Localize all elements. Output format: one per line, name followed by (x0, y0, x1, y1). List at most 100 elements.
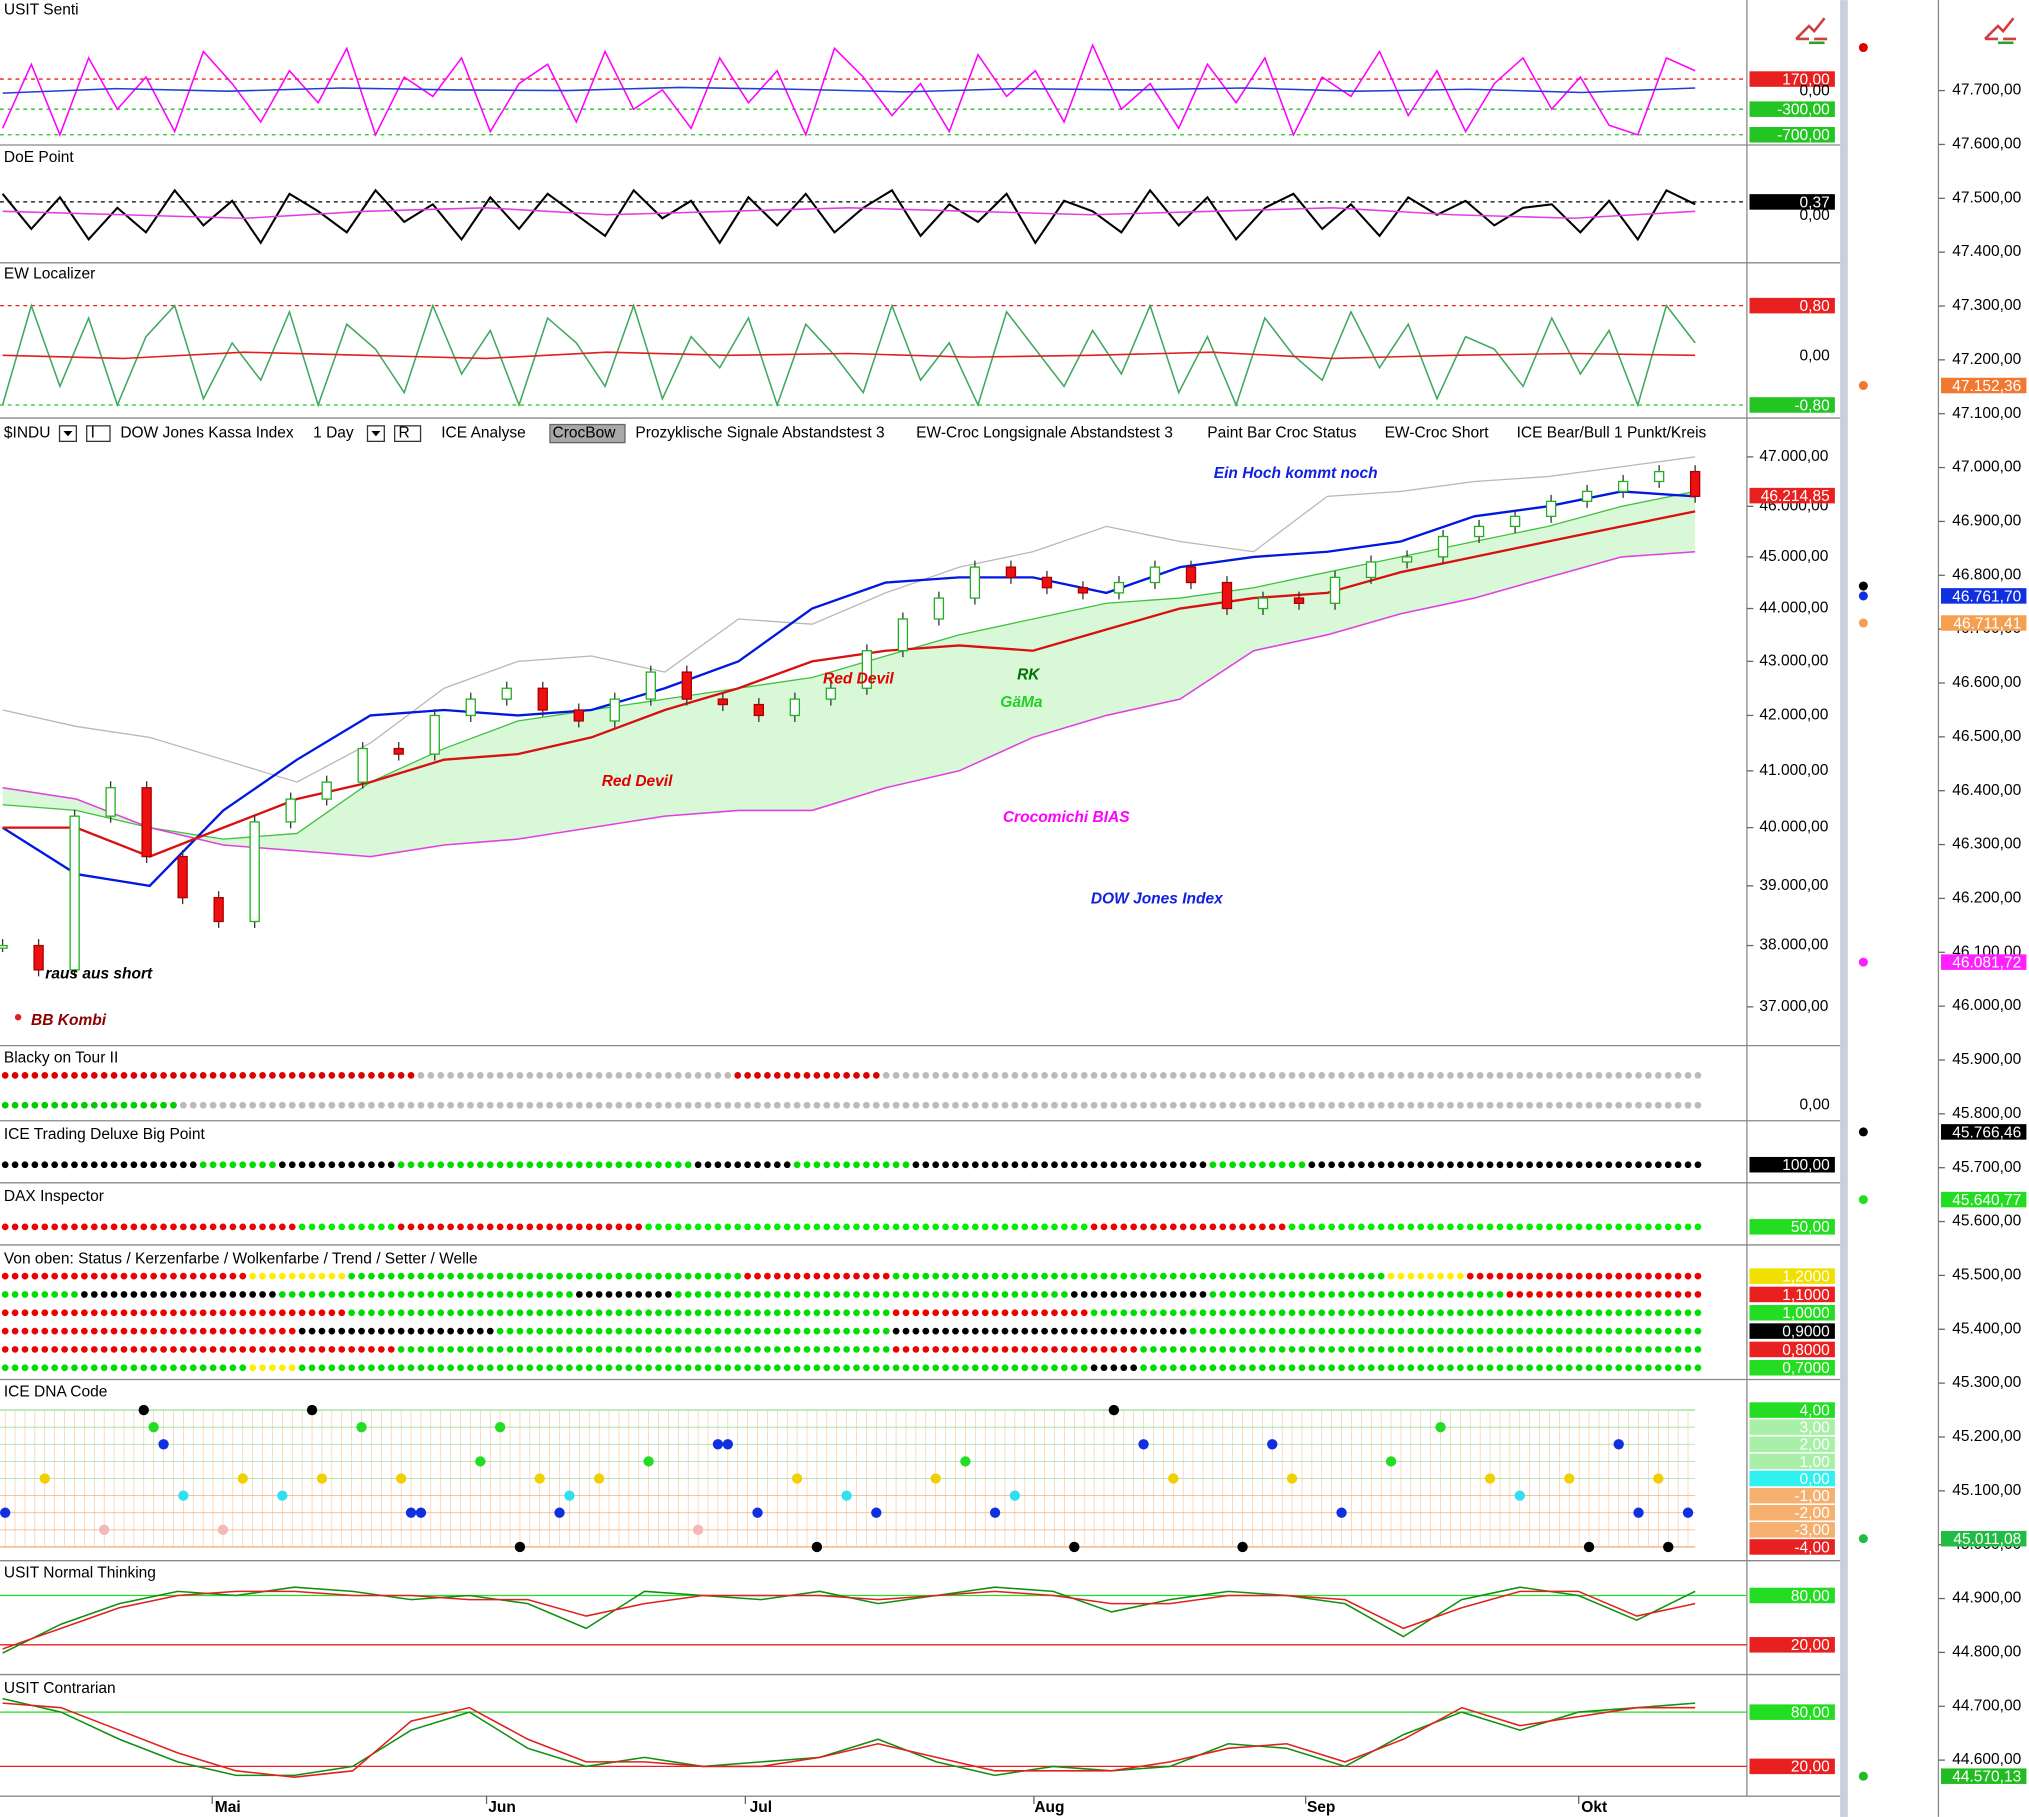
dna-dot (722, 1439, 733, 1450)
signal-dot (476, 1309, 484, 1317)
indicator-item[interactable]: CrocBow (553, 425, 617, 442)
indicator-item[interactable]: EW-Croc Short (1385, 425, 1490, 442)
dropdown[interactable] (86, 425, 111, 443)
signal-dot (1249, 1272, 1256, 1280)
signal-dot (1367, 1072, 1375, 1079)
signal-dot (189, 1327, 197, 1335)
candle (249, 821, 260, 923)
indicator-item[interactable]: Paint Bar Croc Status (1207, 425, 1356, 442)
signal-dot (41, 1364, 49, 1372)
signal-dot (1288, 1364, 1296, 1372)
signal-dot (1, 1072, 9, 1079)
signal-dot (1466, 1364, 1474, 1372)
indicator-item[interactable]: ICE Bear/Bull 1 Punkt/Kreis (1517, 425, 1707, 442)
signal-dot (1615, 1309, 1623, 1317)
signal-dot (486, 1327, 494, 1335)
tool-icon[interactable] (1795, 17, 1828, 45)
signal-dot (71, 1072, 78, 1079)
y-tick-label: 45.900,00 (1952, 1051, 2021, 1068)
signal-dot (536, 1364, 544, 1372)
marker (1858, 581, 1868, 591)
signal-dot (694, 1101, 702, 1109)
signal-dot (754, 1272, 761, 1280)
signal-dot (209, 1072, 217, 1079)
signal-dot (328, 1223, 336, 1231)
signal-dot (298, 1291, 306, 1298)
signal-dot (81, 1327, 88, 1335)
signal-dot (1140, 1072, 1147, 1079)
signal-dot (21, 1364, 29, 1372)
signal-dot (971, 1364, 979, 1372)
candle (1509, 515, 1521, 528)
candle (1221, 581, 1233, 610)
marker (1858, 1534, 1868, 1544)
signal-dot (932, 1272, 940, 1280)
value-badge (1749, 1470, 1835, 1487)
signal-dot (288, 1272, 296, 1280)
signal-dot (674, 1309, 682, 1317)
signal-dot (1110, 1223, 1118, 1231)
signal-dot (1080, 1101, 1088, 1109)
signal-dot (892, 1223, 900, 1231)
signal-dot (783, 1364, 791, 1372)
signal-dot (991, 1223, 999, 1231)
signal-dot (922, 1272, 930, 1280)
signal-dot (1486, 1223, 1494, 1231)
signal-dot (1407, 1272, 1415, 1280)
signal-dot (665, 1327, 672, 1335)
signal-dot (605, 1161, 613, 1169)
signal-dot (843, 1161, 850, 1169)
marker (1858, 1771, 1868, 1781)
signal-dot (1348, 1101, 1355, 1109)
signal-dot (932, 1223, 940, 1231)
signal-dot (427, 1346, 435, 1353)
value-badge (1749, 1305, 1835, 1321)
signal-dot (259, 1291, 266, 1298)
signal-dot (1397, 1161, 1405, 1169)
signal-dot (179, 1101, 187, 1109)
signal-dot (437, 1161, 445, 1169)
signal-dot (447, 1346, 455, 1353)
signal-dot (1595, 1291, 1603, 1298)
signal-dot (1486, 1309, 1494, 1317)
signal-dot (892, 1364, 900, 1372)
signal-dot (239, 1101, 247, 1109)
signal-dot (952, 1101, 959, 1109)
signal-dot (843, 1223, 850, 1231)
dropdown[interactable] (394, 425, 422, 443)
signal-dot (1397, 1309, 1405, 1317)
signal-dot (843, 1101, 850, 1109)
signal-dot (1635, 1101, 1642, 1109)
signal-dot (1249, 1161, 1256, 1169)
signal-dot (1338, 1161, 1345, 1169)
signal-dot (1278, 1346, 1286, 1353)
indicator-item[interactable]: EW-Croc Longsignale Abstandstest 3 (916, 425, 1173, 442)
signal-dot (1615, 1364, 1623, 1372)
signal-dot (328, 1364, 336, 1372)
signal-dot (407, 1223, 415, 1231)
signal-dot (1031, 1161, 1039, 1169)
signal-dot (1199, 1272, 1207, 1280)
signal-dot (734, 1161, 742, 1169)
signal-dot (635, 1346, 643, 1353)
signal-dot (189, 1309, 197, 1317)
signal-dot (833, 1223, 841, 1231)
signal-dot (813, 1072, 821, 1079)
signal-dot (1130, 1346, 1138, 1353)
signal-dot (269, 1101, 276, 1109)
tool-icon[interactable] (1984, 17, 2017, 45)
signal-dot (1011, 1291, 1019, 1298)
value-badge (1749, 1436, 1835, 1453)
signal-dot (744, 1161, 751, 1169)
indicator-item[interactable]: ICE Analyse (441, 425, 526, 442)
signal-dot (229, 1223, 237, 1231)
signal-dot (1595, 1223, 1603, 1231)
signal-dot (1259, 1291, 1266, 1298)
signal-dot (1367, 1346, 1375, 1353)
signal-dot (704, 1101, 712, 1109)
indicator-item[interactable]: Prozyklische Signale Abstandstest 3 (635, 425, 884, 442)
signal-dot (1268, 1223, 1276, 1231)
signal-dot (1179, 1272, 1187, 1280)
candle (1689, 470, 1701, 497)
signal-dot (1645, 1272, 1652, 1280)
